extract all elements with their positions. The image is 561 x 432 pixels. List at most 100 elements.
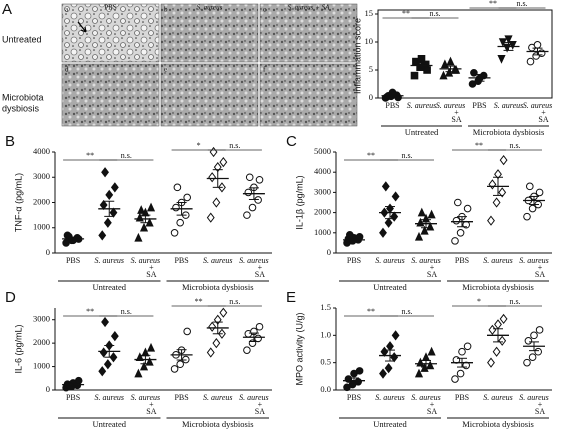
data-point: [209, 146, 218, 158]
y-tick-label: 0: [327, 247, 331, 257]
data-point: [530, 331, 538, 340]
data-point: [508, 41, 517, 50]
column-label: PBS: [104, 4, 117, 12]
x-tick-label: S. aureus: [95, 256, 124, 265]
data-point: [170, 229, 179, 237]
significance-label: **: [475, 141, 483, 150]
image-letter: a: [65, 6, 69, 14]
significance-label: n.s.: [229, 141, 240, 150]
y-tick-label: 5: [369, 64, 373, 74]
image-letter: b: [164, 6, 168, 14]
data-point: [183, 193, 191, 202]
data-point: [244, 188, 253, 197]
y-tick-label: 3000: [314, 186, 331, 196]
data-point: [463, 204, 472, 213]
data-point: [423, 66, 431, 74]
x-tick-label: S. aureus: [203, 256, 232, 265]
significance-label: **: [367, 151, 375, 160]
data-point: [243, 346, 251, 354]
y-tick-label: 4000: [314, 166, 331, 176]
data-point: [420, 363, 429, 372]
y-tick-label: 10: [365, 36, 374, 46]
y-axis-label: Inflammation score: [352, 18, 362, 94]
y-tick-label: 0: [46, 384, 50, 394]
data-point: [110, 182, 119, 193]
data-point: [254, 196, 262, 204]
x-tick-label: S. aureus: [483, 393, 512, 402]
x-tick-label: SA: [538, 115, 548, 124]
data-point: [391, 191, 400, 202]
group-label: Untreated: [373, 419, 407, 429]
data-point: [504, 35, 513, 45]
x-tick-label: +: [538, 400, 543, 409]
data-point: [498, 335, 507, 346]
significance-label: **: [86, 307, 94, 316]
group-label: Microbiota dysbiosis: [462, 282, 534, 292]
data-point: [535, 188, 544, 197]
significance-label: n.s.: [121, 307, 132, 316]
histology-image: [259, 3, 358, 63]
data-point: [427, 209, 436, 219]
significance-label: *: [477, 297, 481, 306]
x-tick-label: S. aureus: [131, 393, 160, 402]
x-tick-label: PBS: [472, 101, 486, 110]
data-point: [454, 198, 462, 207]
panel-letter: E: [286, 289, 296, 306]
y-tick-label: 1.0: [320, 329, 331, 339]
data-point: [417, 207, 426, 217]
y-tick-label: 0: [46, 247, 50, 257]
data-point: [146, 342, 156, 352]
data-point: [243, 211, 251, 219]
x-tick-label: PBS: [174, 256, 188, 265]
significance-label: n.s.: [401, 307, 412, 316]
data-point: [446, 56, 455, 66]
x-tick-label: PBS: [66, 393, 80, 402]
x-tick-label: SA: [146, 270, 156, 279]
x-tick-label: SA: [535, 270, 545, 279]
data-point: [487, 215, 495, 226]
histology-image: [160, 3, 259, 63]
data-point: [245, 173, 254, 182]
data-point: [137, 205, 146, 214]
group-label: Microbiota dysbiosis: [473, 127, 545, 137]
data-point: [499, 313, 508, 325]
data-point: [103, 217, 112, 228]
data-point: [414, 231, 424, 241]
x-tick-label: +: [149, 400, 154, 409]
x-tick-label: S. aureus: [239, 256, 268, 265]
group-label: Microbiota dysbiosis: [182, 282, 254, 292]
data-point: [355, 367, 364, 375]
column-label: S. aureus + SA: [288, 4, 331, 12]
plot-frame: [377, 9, 553, 99]
x-tick-label: S. aureus: [411, 256, 440, 265]
panel-letter: D: [5, 289, 16, 306]
histology-image: [61, 3, 160, 63]
group-label: Microbiota dysbiosis: [182, 419, 254, 429]
y-tick-label: 15: [365, 8, 374, 18]
x-tick-label: S. aureus: [131, 256, 160, 265]
x-tick-label: PBS: [66, 256, 80, 265]
x-tick-label: +: [258, 263, 263, 272]
data-point: [488, 324, 497, 335]
y-tick-label: 5000: [314, 146, 331, 156]
data-point: [417, 55, 426, 63]
data-point: [354, 378, 363, 386]
data-point: [451, 375, 459, 383]
data-point: [139, 222, 149, 232]
significance-label: n.s.: [509, 141, 520, 150]
x-tick-label: PBS: [347, 393, 361, 402]
y-tick-label: 1000: [33, 222, 50, 232]
x-tick-label: +: [541, 108, 546, 117]
image-letter: d: [65, 66, 69, 74]
y-axis-label: IL-1β (pg/mL): [294, 175, 304, 229]
data-point: [208, 321, 217, 332]
data-point: [101, 167, 109, 178]
x-tick-label: +: [430, 263, 435, 272]
data-point: [381, 181, 390, 192]
y-tick-label: 0.0: [320, 384, 331, 394]
x-tick-label: +: [149, 263, 154, 272]
data-point: [524, 337, 533, 345]
x-tick-label: S. aureus: [519, 256, 548, 265]
data-point: [206, 212, 215, 223]
data-point: [248, 339, 257, 347]
